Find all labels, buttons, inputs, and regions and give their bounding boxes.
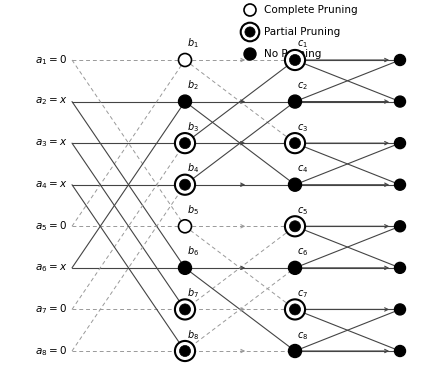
Text: $b_{5}$: $b_{5}$ <box>187 203 199 217</box>
Circle shape <box>179 138 190 149</box>
Circle shape <box>289 55 301 66</box>
Circle shape <box>289 304 301 315</box>
Circle shape <box>179 304 190 315</box>
Circle shape <box>175 133 195 153</box>
Text: $b_{7}$: $b_{7}$ <box>187 286 199 300</box>
Circle shape <box>394 179 405 190</box>
Circle shape <box>178 95 191 108</box>
Text: $a_{3} = x$: $a_{3} = x$ <box>35 137 67 149</box>
Text: $c_{2}$: $c_{2}$ <box>297 80 308 92</box>
Circle shape <box>289 178 301 191</box>
Text: $b_{2}$: $b_{2}$ <box>187 78 199 92</box>
Text: $a_{4} = x$: $a_{4} = x$ <box>35 179 67 191</box>
Text: $b_{1}$: $b_{1}$ <box>187 37 199 50</box>
Text: $c_{4}$: $c_{4}$ <box>297 163 308 175</box>
Text: $c_{6}$: $c_{6}$ <box>297 247 308 258</box>
Circle shape <box>289 221 301 232</box>
Circle shape <box>244 4 256 16</box>
Circle shape <box>285 50 305 70</box>
Text: Complete Pruning: Complete Pruning <box>264 5 358 15</box>
Circle shape <box>179 345 190 357</box>
Text: $a_{5} = 0$: $a_{5} = 0$ <box>35 219 67 233</box>
Circle shape <box>394 138 405 149</box>
Circle shape <box>289 138 301 149</box>
Circle shape <box>394 304 405 315</box>
Text: $a_{6} = x$: $a_{6} = x$ <box>35 262 67 274</box>
Text: $b_{4}$: $b_{4}$ <box>187 161 199 175</box>
Circle shape <box>178 261 191 275</box>
Circle shape <box>394 55 405 66</box>
Text: $a_{7} = 0$: $a_{7} = 0$ <box>35 302 67 316</box>
Circle shape <box>178 220 191 233</box>
Circle shape <box>285 299 305 319</box>
Circle shape <box>289 261 301 275</box>
Circle shape <box>175 341 195 361</box>
Text: $a_{8} = 0$: $a_{8} = 0$ <box>35 344 67 358</box>
Text: $b_{8}$: $b_{8}$ <box>187 328 199 341</box>
Circle shape <box>394 221 405 232</box>
Circle shape <box>289 345 301 358</box>
Text: $c_{7}$: $c_{7}$ <box>297 288 308 300</box>
Text: $b_{3}$: $b_{3}$ <box>187 120 199 134</box>
Circle shape <box>245 27 255 37</box>
Circle shape <box>179 179 190 190</box>
Text: $a_{2} = x$: $a_{2} = x$ <box>35 96 67 108</box>
Circle shape <box>394 262 405 273</box>
Circle shape <box>178 53 191 66</box>
Text: $c_{5}$: $c_{5}$ <box>297 205 308 217</box>
Text: $c_{1}$: $c_{1}$ <box>297 39 308 50</box>
Text: No Pruning: No Pruning <box>264 49 321 59</box>
Text: $c_{8}$: $c_{8}$ <box>297 330 308 341</box>
Circle shape <box>285 216 305 236</box>
Circle shape <box>285 133 305 153</box>
Text: $b_{6}$: $b_{6}$ <box>187 244 199 258</box>
Text: Partial Pruning: Partial Pruning <box>264 27 340 37</box>
Circle shape <box>244 48 256 60</box>
Circle shape <box>241 23 259 41</box>
Text: $a_{1} = 0$: $a_{1} = 0$ <box>35 53 67 67</box>
Circle shape <box>394 345 405 357</box>
Circle shape <box>175 299 195 319</box>
Circle shape <box>289 95 301 108</box>
Text: $c_{3}$: $c_{3}$ <box>297 122 308 134</box>
Circle shape <box>394 96 405 107</box>
Circle shape <box>175 175 195 195</box>
